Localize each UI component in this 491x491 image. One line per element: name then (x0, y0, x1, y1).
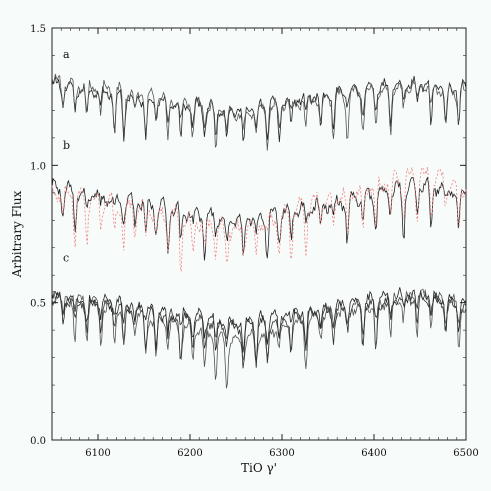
plot-frame (51, 27, 467, 441)
x-axis-title: TiO γ' (241, 461, 277, 475)
y-tick-label: 0.5 (30, 299, 46, 310)
series-line-a1 (51, 75, 467, 143)
x-tick-label: 6500 (453, 448, 478, 459)
series-line-a2 (51, 73, 467, 151)
x-tick-label: 6300 (269, 448, 294, 459)
y-tick-label: 1.0 (30, 161, 46, 172)
y-tick-label: 0.0 (30, 436, 46, 447)
series-line-b2 (51, 166, 467, 272)
y-tick-label: 1.5 (30, 24, 46, 35)
series-layer (51, 73, 467, 389)
panel-label-c: c (63, 251, 69, 264)
series-line-c3 (51, 290, 467, 369)
series-line-c2 (51, 288, 467, 389)
panel-label-a: a (63, 48, 70, 61)
series-line-b1 (51, 176, 467, 261)
series-line-c1 (51, 287, 467, 368)
panel-label-b: b (63, 139, 70, 152)
axis-ticks: 6100 6200 6300 6400 6500 0.0 0.5 1.0 1.5 (30, 24, 479, 459)
y-axis-title: Arbitrary Flux (10, 190, 24, 278)
labels-layer: a b c (63, 48, 70, 264)
x-tick-label: 6400 (361, 448, 386, 459)
x-tick-label: 6200 (177, 448, 202, 459)
x-tick-label: 6100 (85, 448, 110, 459)
